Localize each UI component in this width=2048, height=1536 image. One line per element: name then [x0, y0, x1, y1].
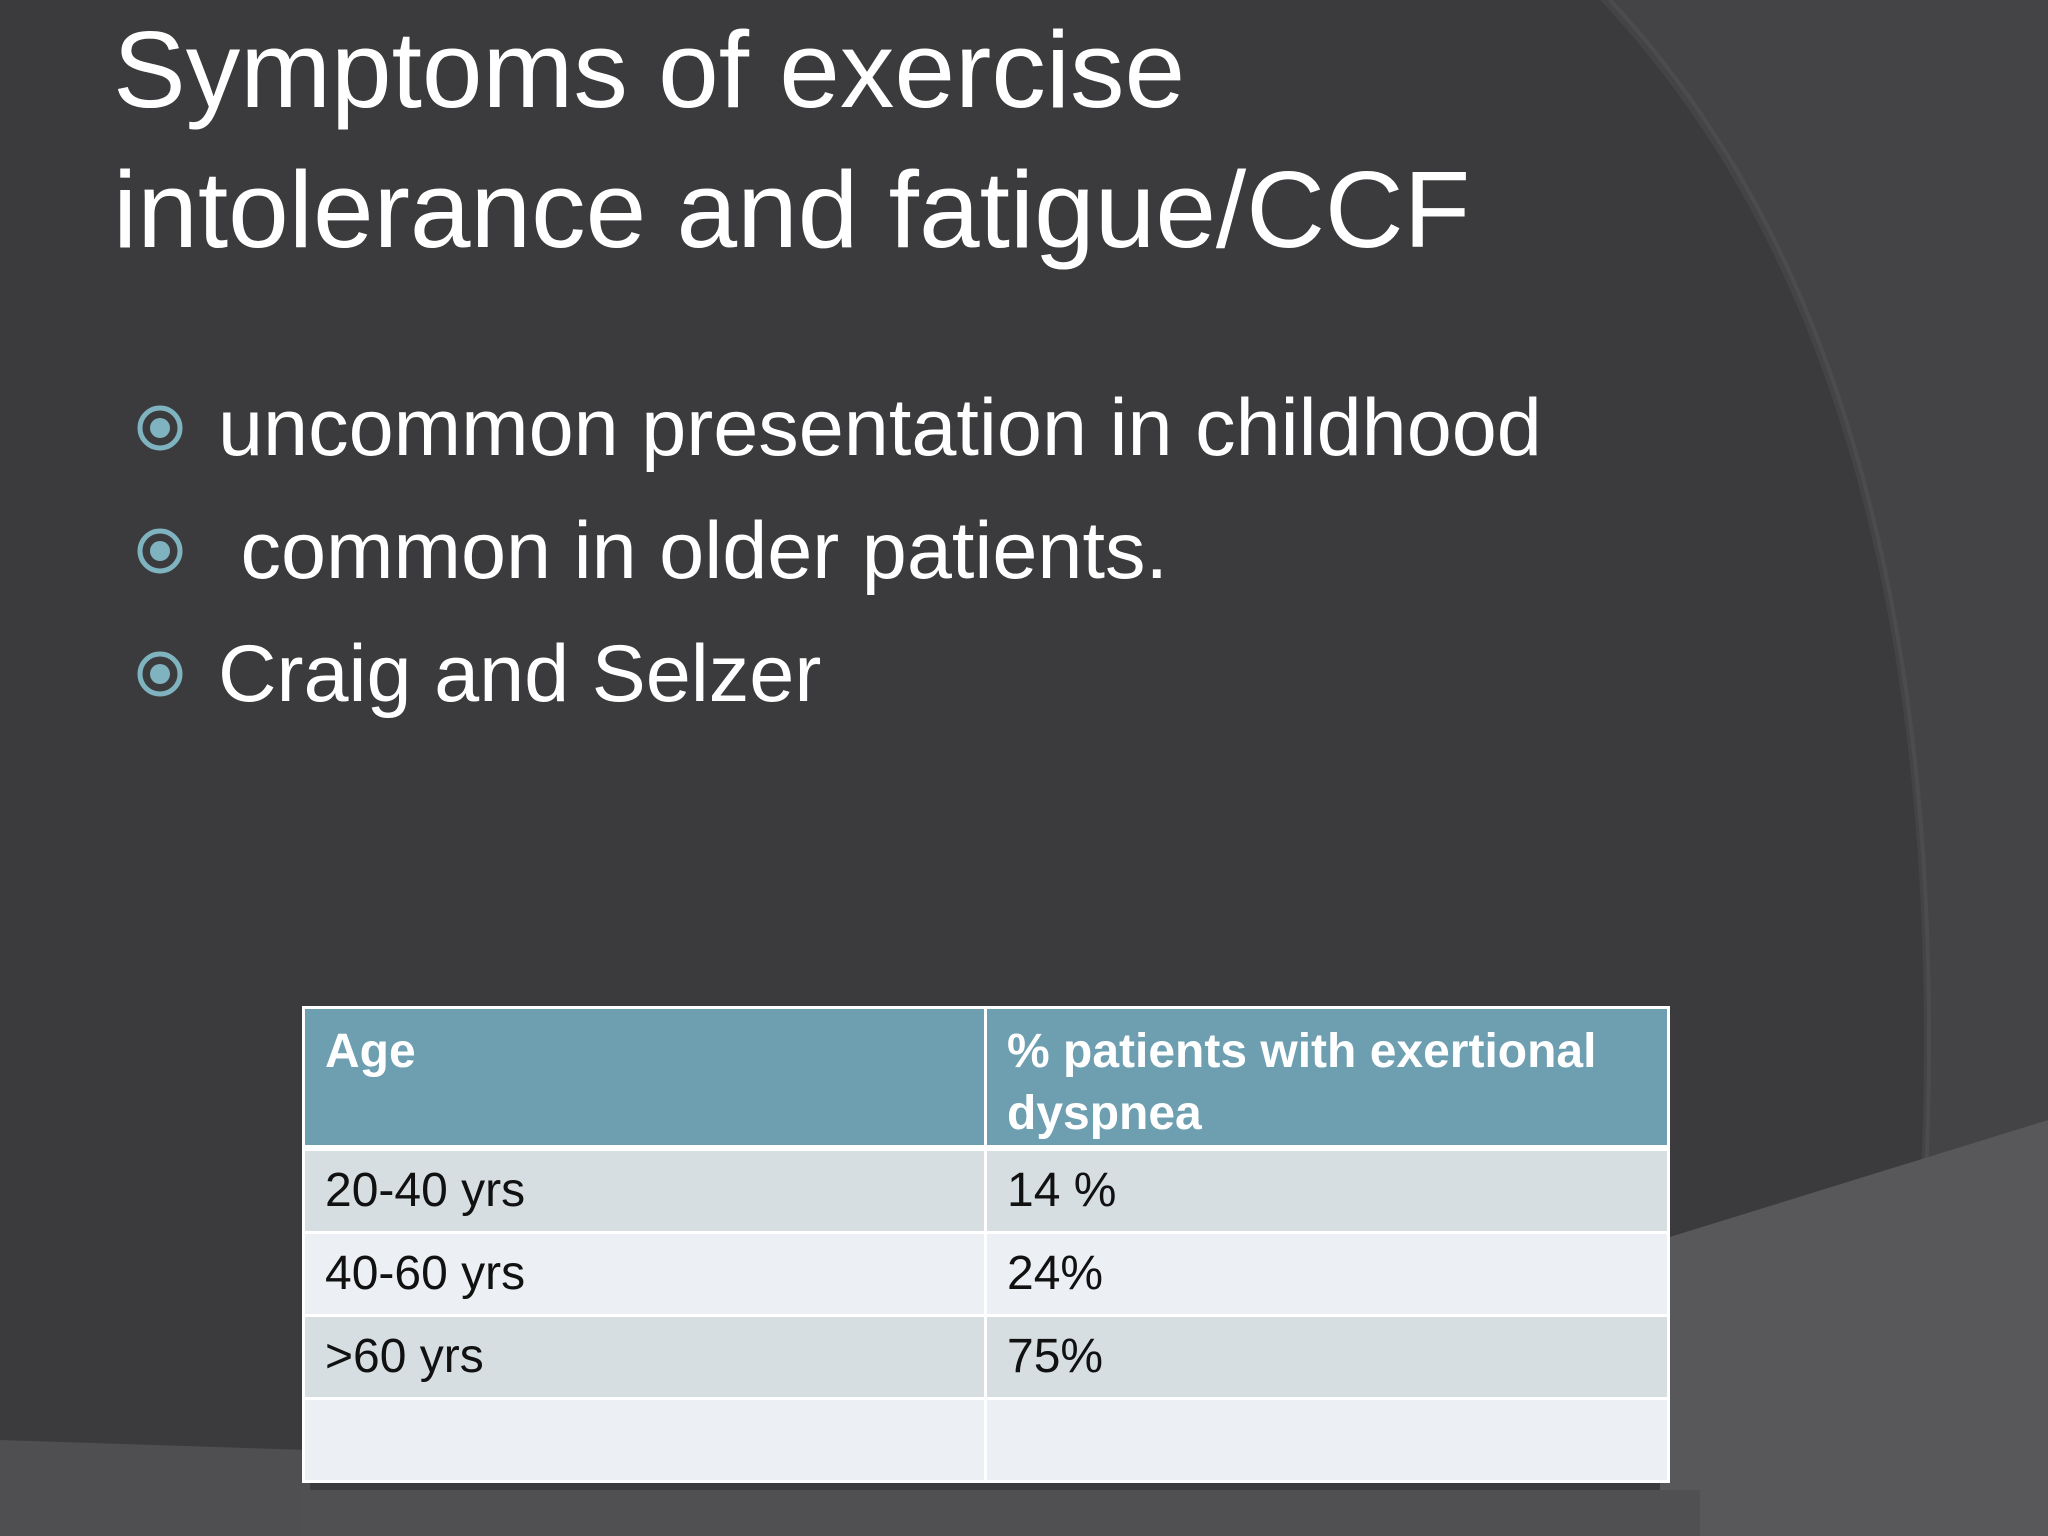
bullet-text: Craig and Selzer [218, 629, 822, 719]
title-line-1: Symptoms of exercise [113, 9, 1186, 131]
table-row: >60 yrs 75% [302, 1314, 1670, 1400]
cell-percent: 24% [984, 1231, 1670, 1317]
bullet-item: common in older patients. [130, 491, 1830, 614]
circle-bullet-icon [137, 651, 183, 697]
cell-age: 40-60 yrs [302, 1231, 987, 1317]
header-percent: % patients with exertional dyspnea [984, 1006, 1670, 1150]
table-header-row: Age % patients with exertional dyspnea [302, 1006, 1670, 1150]
title-line-2: intolerance and fatigue/CCF [113, 149, 1471, 271]
slide-title: Symptoms of exercise intolerance and fat… [113, 0, 1813, 280]
table-header: Age % patients with exertional dyspnea [302, 1006, 1670, 1150]
table-row [302, 1397, 1670, 1483]
cell-percent: 14 % [984, 1146, 1670, 1234]
bullet-item: Craig and Selzer [130, 614, 1830, 737]
cell-percent [984, 1397, 1670, 1483]
cell-age: >60 yrs [302, 1314, 987, 1400]
header-age: Age [302, 1006, 987, 1150]
dyspnea-table: Age % patients with exertional dyspnea 2… [302, 1006, 1670, 1483]
bullet-text: uncommon presentation in childhood [218, 383, 1542, 473]
table-body: 20-40 yrs 14 % 40-60 yrs 24% >60 yrs 75% [302, 1146, 1670, 1483]
cell-age [302, 1397, 987, 1483]
table-row: 20-40 yrs 14 % [302, 1146, 1670, 1234]
bullet-item: uncommon presentation in childhood [130, 368, 1830, 491]
cell-percent: 75% [984, 1314, 1670, 1400]
bullet-text: common in older patients. [218, 506, 1168, 596]
cell-age: 20-40 yrs [302, 1146, 987, 1234]
table-row: 40-60 yrs 24% [302, 1231, 1670, 1317]
circle-bullet-icon [137, 528, 183, 574]
bullet-list: uncommon presentation in childhood commo… [130, 368, 1830, 737]
circle-bullet-icon [137, 405, 183, 451]
